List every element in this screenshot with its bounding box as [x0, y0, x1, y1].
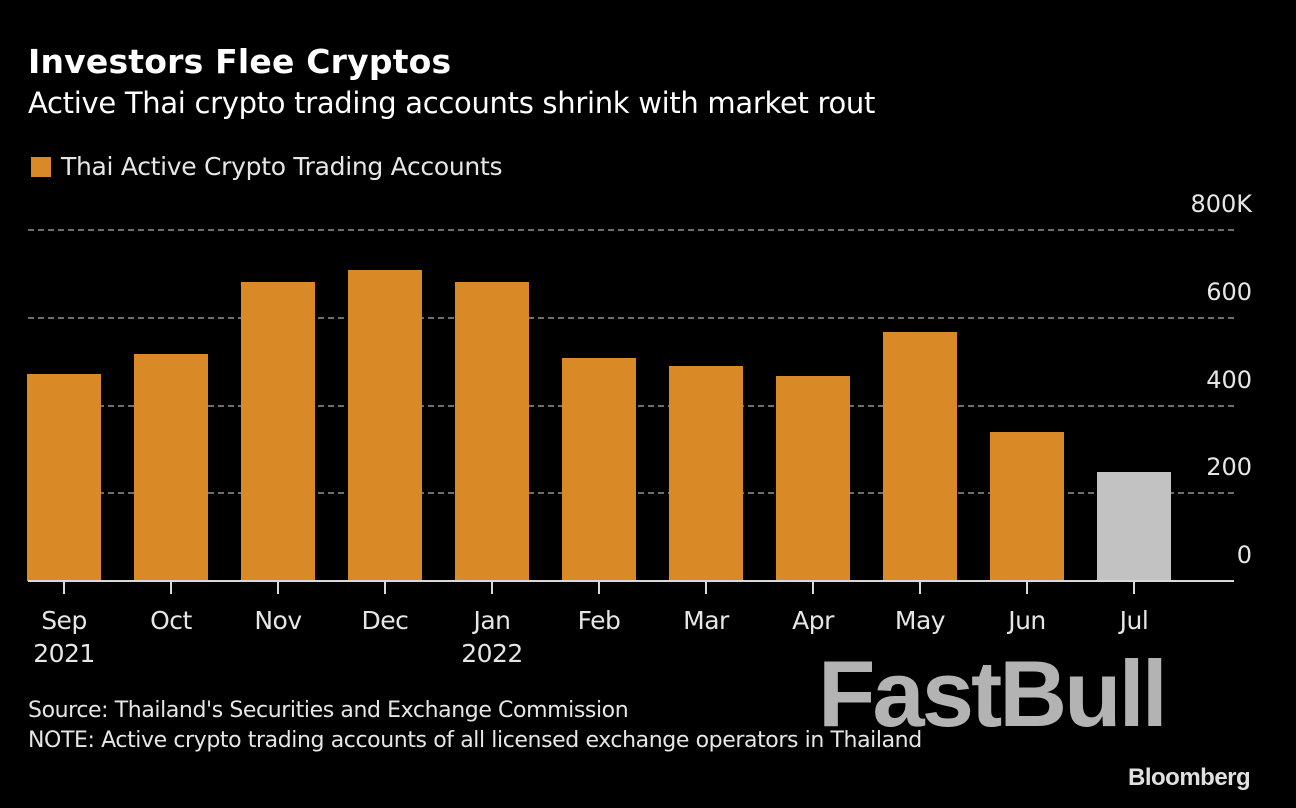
- x-tick: [919, 582, 921, 594]
- bar-dec: [348, 269, 422, 581]
- x-tick-label: Dec: [361, 606, 409, 635]
- x-tick-label: Oct: [150, 606, 192, 635]
- x-axis-line: [28, 580, 1234, 582]
- chart-title: Investors Flee Cryptos: [28, 42, 452, 81]
- bar-jun: [990, 431, 1064, 581]
- y-tick-label: 600: [1206, 277, 1252, 306]
- gridline: [28, 316, 1234, 319]
- bar-may: [883, 332, 957, 581]
- x-tick: [812, 582, 814, 594]
- bar-sep: [27, 373, 101, 581]
- bar-feb: [562, 358, 636, 581]
- legend: Thai Active Crypto Trading Accounts: [31, 152, 502, 181]
- bar-mar: [669, 366, 743, 581]
- fastbull-watermark: FastBull: [818, 641, 1168, 746]
- source-note: Source: Thailand's Securities and Exchan…: [28, 698, 629, 723]
- chart-subtitle: Active Thai crypto trading accounts shri…: [28, 86, 876, 120]
- bloomberg-logo: Bloomberg: [1128, 764, 1251, 791]
- chart-footer: Source: Thailand's Securities and Exchan…: [28, 696, 968, 756]
- y-tick-label: 800K: [1190, 190, 1252, 218]
- x-tick: [277, 582, 279, 594]
- x-tick: [491, 582, 493, 594]
- x-tick: [1026, 582, 1028, 594]
- legend-swatch-icon: [31, 156, 51, 177]
- x-tick-label: Nov: [254, 606, 302, 635]
- x-tick: [1133, 582, 1135, 594]
- x-tick: [384, 582, 386, 594]
- x-tick-label: Feb: [577, 606, 621, 635]
- methodology-note: NOTE: Active crypto trading accounts of …: [28, 728, 922, 753]
- bar-apr: [776, 376, 850, 581]
- bar-jan: [455, 282, 529, 581]
- y-tick-label: 0: [1236, 541, 1252, 569]
- x-tick-label: Jun: [1008, 606, 1046, 635]
- x-tick-label: Apr: [792, 606, 834, 635]
- bar-jul: [1097, 472, 1171, 581]
- x-tick-label: May: [894, 606, 946, 635]
- x-tick-label: Jul: [1119, 606, 1149, 635]
- x-tick-label: Mar: [683, 606, 729, 635]
- y-tick-label: 200: [1206, 453, 1252, 482]
- x-tick: [63, 582, 65, 594]
- legend-label: Thai Active Crypto Trading Accounts: [61, 152, 503, 181]
- x-tick-label: Jan 2022: [461, 606, 523, 668]
- x-tick: [598, 582, 600, 594]
- x-tick: [170, 582, 172, 594]
- bar-nov: [241, 282, 315, 581]
- x-tick-label: Sep 2021: [33, 606, 95, 668]
- x-tick: [705, 582, 707, 594]
- gridline: [28, 229, 1234, 231]
- bar-oct: [134, 354, 208, 581]
- y-tick-label: 400: [1206, 365, 1252, 394]
